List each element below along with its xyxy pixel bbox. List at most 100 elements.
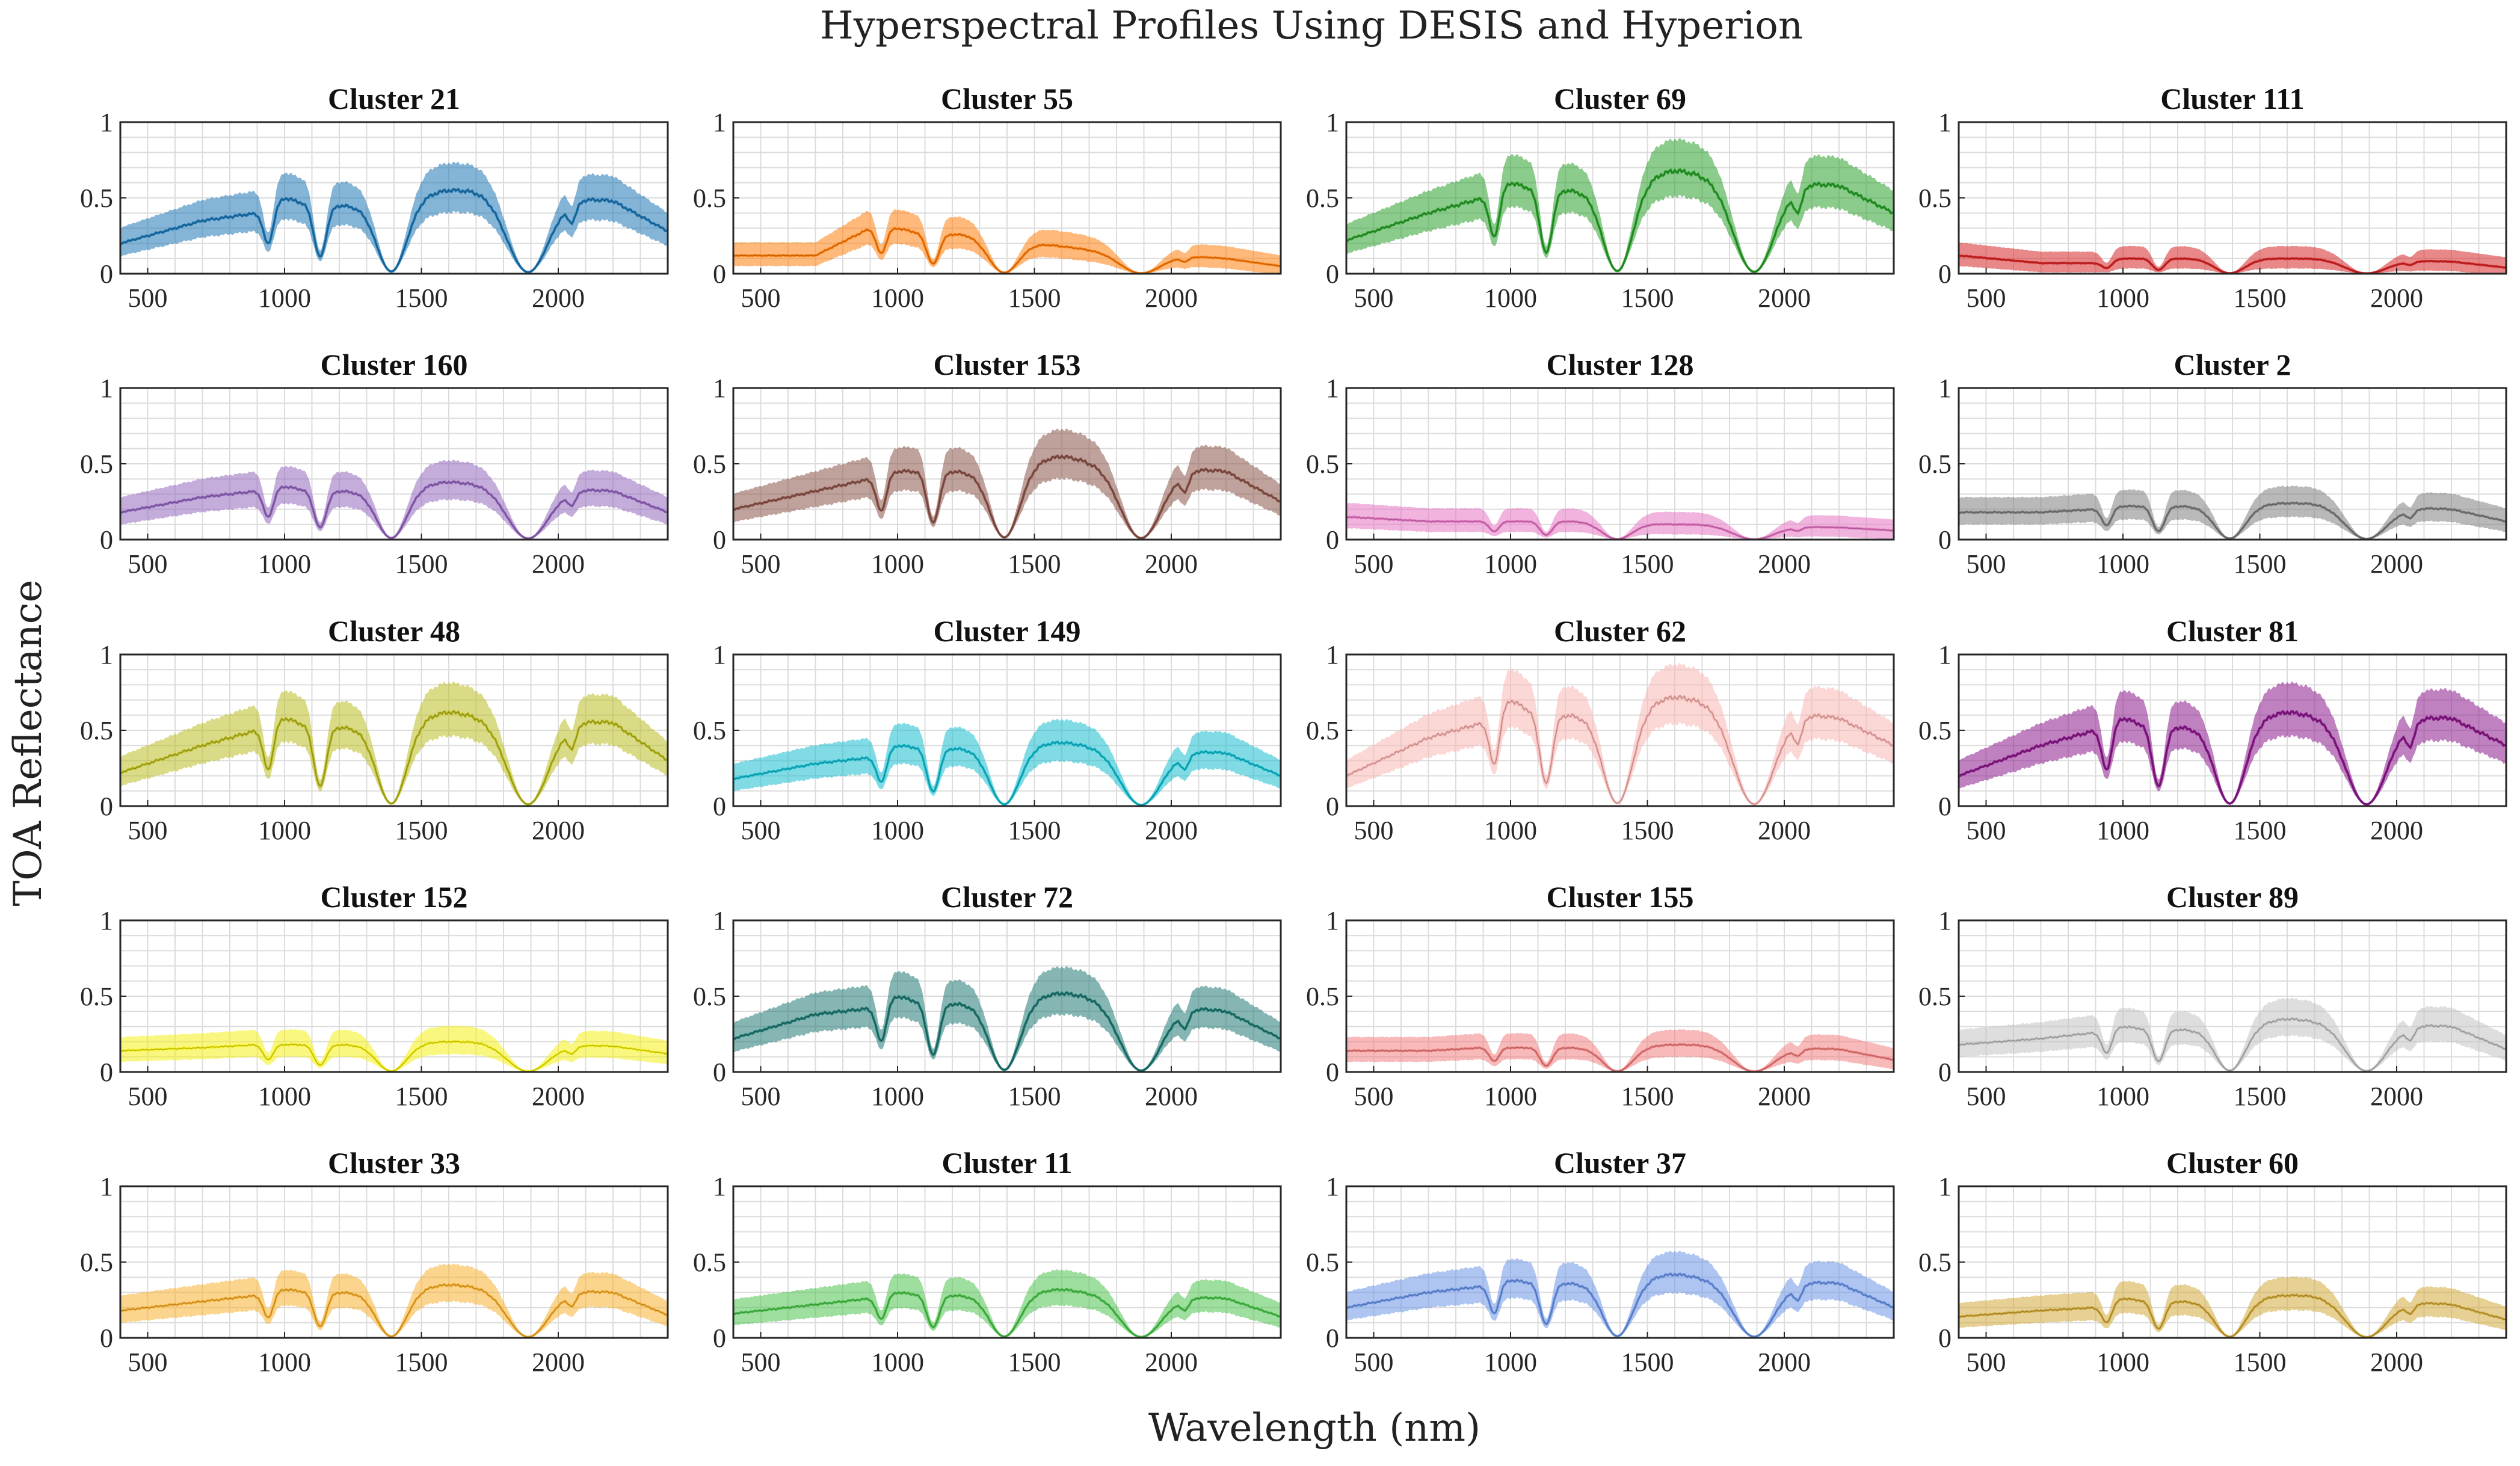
x-tick-label: 1000 — [871, 1347, 924, 1377]
y-tick-label: 1 — [713, 640, 726, 670]
x-tick-label: 1000 — [258, 1347, 311, 1377]
x-tick-label: 2000 — [532, 816, 585, 845]
range-band — [120, 1025, 668, 1072]
x-tick-label: 2000 — [2370, 1347, 2423, 1377]
y-tick-label: 0 — [100, 792, 113, 821]
mean-line-shadow — [733, 455, 1281, 539]
x-tick-label: 500 — [741, 816, 781, 845]
x-tick-label: 2000 — [1758, 549, 1811, 579]
y-tick-label: 0 — [713, 525, 726, 555]
range-band — [1959, 485, 2506, 540]
mean-line-shadow — [120, 710, 668, 805]
x-tick-label: 1500 — [2234, 283, 2287, 313]
y-tick-label: 0.5 — [1918, 982, 1952, 1011]
x-tick-label: 1000 — [871, 549, 924, 579]
x-tick-label: 2000 — [2370, 283, 2423, 313]
mean-line-shadow — [120, 481, 668, 539]
y-tick-label: 1 — [100, 374, 113, 403]
x-tick-label: 1500 — [2234, 1082, 2287, 1111]
x-tick-label: 1500 — [2234, 1347, 2287, 1377]
y-tick-label: 0.5 — [1306, 183, 1339, 213]
panel-title: Cluster 33 — [328, 1146, 460, 1180]
range-band — [733, 1269, 1281, 1337]
y-tick-label: 0.5 — [693, 716, 726, 745]
x-tick-label: 2000 — [1145, 816, 1198, 845]
y-tick-label: 1 — [713, 374, 726, 403]
x-tick-label: 1000 — [1484, 1082, 1537, 1111]
x-tick-label: 2000 — [1758, 1347, 1811, 1377]
y-tick-label: 1 — [713, 108, 726, 137]
y-tick-label: 0 — [1938, 525, 1952, 555]
x-tick-label: 1500 — [1621, 1082, 1674, 1111]
y-tick-label: 0.5 — [1306, 716, 1339, 745]
x-tick-label: 2000 — [1758, 1082, 1811, 1111]
panel-title: Cluster 111 — [2160, 82, 2304, 115]
mean-line-shadow — [1958, 1294, 2507, 1338]
range-band — [1346, 663, 1894, 805]
mean-line-shadow — [1346, 1273, 1894, 1337]
mean-line — [1958, 1017, 2507, 1073]
x-tick-label: 1000 — [1484, 1347, 1537, 1377]
mean-line-shadow — [120, 1284, 668, 1338]
panel-title: Cluster 152 — [321, 880, 468, 914]
x-tick-label: 500 — [1354, 549, 1394, 579]
y-tick-label: 1 — [1938, 1172, 1952, 1201]
y-tick-label: 0.5 — [80, 449, 113, 479]
x-tick-label: 1000 — [871, 283, 924, 313]
x-tick-label: 1500 — [1008, 283, 1061, 313]
panel-title: Cluster 149 — [934, 614, 1081, 648]
y-tick-label: 0 — [100, 1323, 113, 1353]
x-tick-label: 2000 — [2370, 816, 2423, 845]
x-tick-label: 1000 — [2096, 549, 2149, 579]
mean-line-shadow — [1346, 1044, 1894, 1072]
mean-line — [120, 709, 668, 806]
y-tick-label: 1 — [1326, 1172, 1339, 1201]
mean-line — [120, 1039, 668, 1073]
x-tick-label: 2000 — [532, 283, 585, 313]
y-tick-label: 0.5 — [1918, 1248, 1952, 1277]
y-tick-label: 0.5 — [1918, 183, 1952, 213]
mean-line-shadow — [1958, 710, 2507, 805]
panel-title: Cluster 48 — [328, 614, 460, 648]
x-tick-label: 1000 — [1484, 549, 1537, 579]
x-tick-label: 500 — [1967, 549, 2006, 579]
x-tick-label: 500 — [1354, 1082, 1394, 1111]
mean-line-shadow — [1958, 502, 2507, 540]
panel-title: Cluster 62 — [1554, 614, 1686, 648]
x-tick-label: 2000 — [532, 1082, 585, 1111]
mean-line — [733, 1287, 1281, 1338]
y-tick-label: 0.5 — [693, 183, 726, 213]
y-tick-label: 0 — [1938, 792, 1952, 821]
mean-line — [120, 480, 668, 540]
y-tick-label: 1 — [100, 108, 113, 137]
y-tick-label: 0 — [1326, 1323, 1339, 1353]
range-band — [733, 718, 1281, 805]
x-tick-label: 1000 — [871, 1082, 924, 1111]
x-tick-label: 1500 — [395, 1347, 448, 1377]
mean-line — [733, 226, 1281, 275]
panel-cluster-81: 500 1000 1500 2000 0 0.5 1 Cluster 81 — [1918, 614, 2507, 845]
x-tick-label: 1500 — [1008, 1082, 1061, 1111]
panel-cluster-37: 500 1000 1500 2000 0 0.5 1 Cluster 37 — [1306, 1146, 1895, 1377]
x-tick-label: 2000 — [1145, 283, 1198, 313]
x-tick-label: 500 — [741, 1082, 781, 1111]
mean-line — [733, 991, 1281, 1072]
panel-cluster-111: 500 1000 1500 2000 0 0.5 1 Cluster 111 — [1918, 82, 2507, 313]
x-tick-label: 2000 — [2370, 1082, 2423, 1111]
y-tick-label: 0 — [1938, 1058, 1952, 1087]
mean-line — [1346, 1043, 1894, 1073]
mean-line — [120, 187, 668, 274]
panel-cluster-69: 500 1000 1500 2000 0 0.5 1 Cluster 69 — [1306, 82, 1895, 313]
panel-title: Cluster 37 — [1554, 1146, 1686, 1180]
x-tick-label: 1000 — [258, 283, 311, 313]
x-tick-label: 1500 — [2234, 549, 2287, 579]
x-tick-label: 1500 — [1008, 1347, 1061, 1377]
x-tick-label: 1000 — [258, 549, 311, 579]
y-tick-label: 1 — [713, 906, 726, 935]
panel-title: Cluster 11 — [941, 1146, 1072, 1180]
x-tick-label: 500 — [128, 1347, 168, 1377]
y-tick-label: 0.5 — [693, 449, 726, 479]
panel-cluster-152: 500 1000 1500 2000 0 0.5 1 Cluster 152 — [80, 880, 669, 1111]
